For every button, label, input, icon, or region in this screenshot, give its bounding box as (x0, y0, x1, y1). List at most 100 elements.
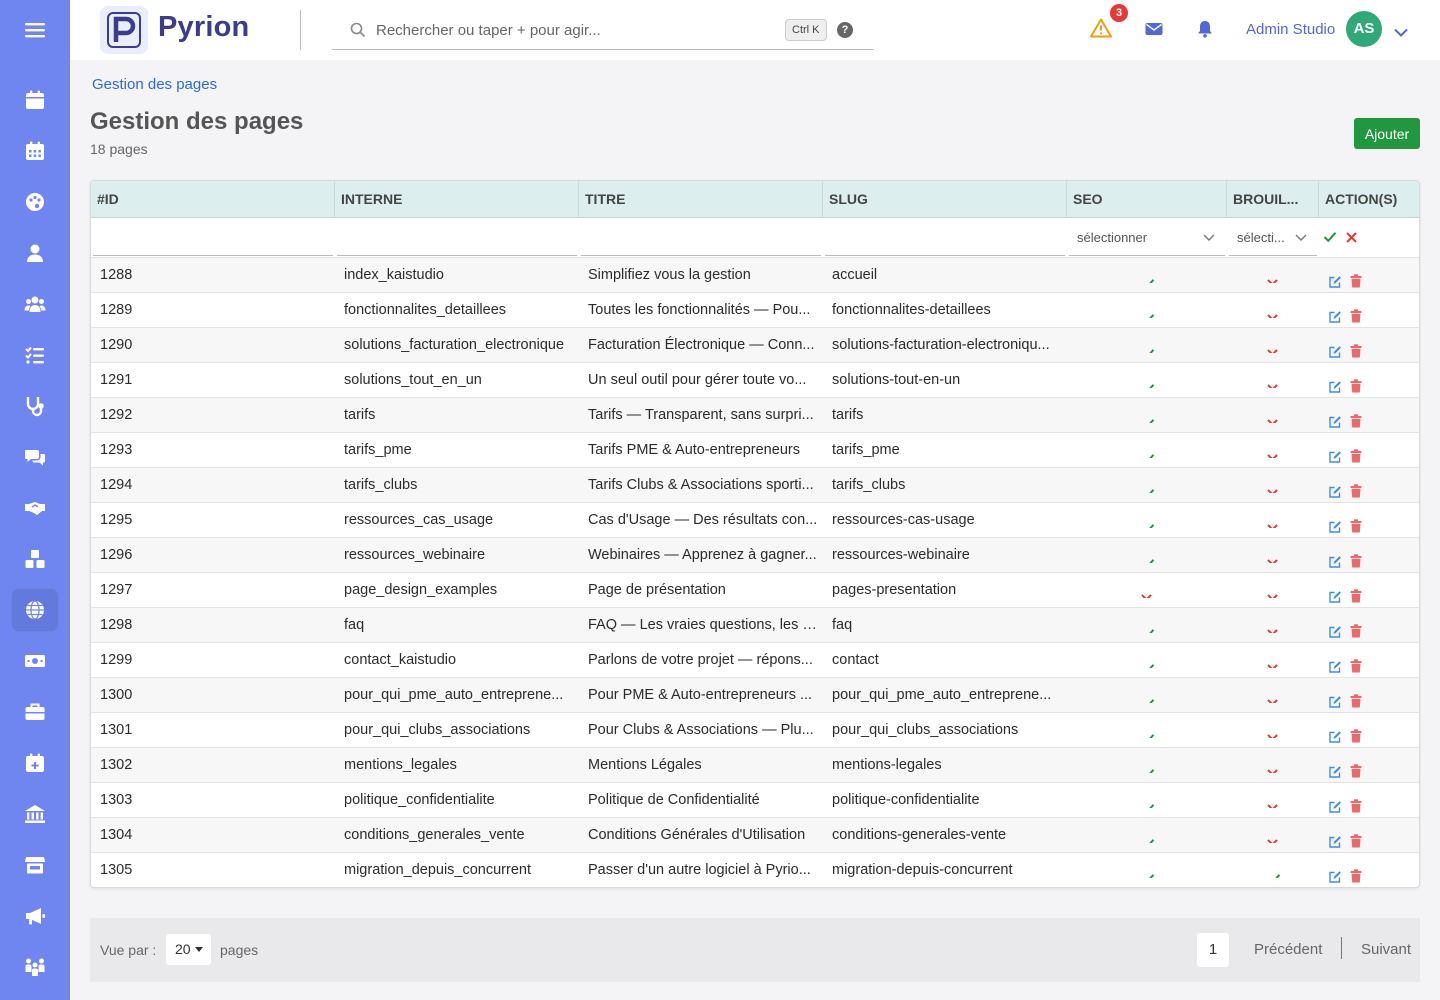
breadcrumb[interactable]: Gestion des pages (92, 76, 218, 93)
delete-icon[interactable] (1350, 547, 1362, 582)
edit-icon[interactable] (1328, 338, 1342, 373)
delete-icon[interactable] (1350, 582, 1362, 617)
sidebar-calendar-grid[interactable] (11, 129, 59, 173)
sidebar-boxes[interactable] (11, 537, 59, 581)
sidebar-user[interactable] (11, 231, 59, 275)
sidebar-globe[interactable] (11, 588, 59, 632)
sidebar-task-list[interactable] (11, 333, 59, 377)
edit-icon[interactable] (1328, 583, 1342, 618)
table-row[interactable]: 1299 contact_kaistudio Parlons de votre pr… (91, 643, 1419, 678)
table-row[interactable]: 1296 ressources_webinaire Webinaires — App… (91, 538, 1419, 573)
table-row[interactable]: 1301 pour_qui_clubs_associations Pour Club… (91, 713, 1419, 748)
column-header-slug[interactable]: SLUG (823, 181, 1067, 218)
delete-icon[interactable] (1350, 687, 1362, 722)
sidebar-comments[interactable] (11, 435, 59, 479)
delete-icon[interactable] (1350, 337, 1362, 372)
edit-icon[interactable] (1328, 408, 1342, 443)
edit-icon[interactable] (1328, 373, 1342, 408)
sidebar-store[interactable] (11, 843, 59, 887)
edit-icon[interactable] (1328, 303, 1342, 338)
edit-icon[interactable] (1328, 863, 1342, 887)
search-input[interactable] (376, 18, 766, 42)
edit-icon[interactable] (1328, 548, 1342, 583)
column-header-seo[interactable]: SEO (1067, 181, 1227, 218)
sidebar-handshake[interactable] (11, 486, 59, 530)
delete-icon[interactable] (1350, 442, 1362, 477)
table-row[interactable]: 1300 pour_qui_pme_auto_entreprene... Pour … (91, 678, 1419, 713)
table-row[interactable]: 1289 fonctionnalites_detaillees Toutes les… (91, 293, 1419, 328)
delete-icon[interactable] (1350, 722, 1362, 757)
previous-page-button[interactable]: Précédent (1254, 941, 1323, 958)
filter-interne-input[interactable] (337, 220, 577, 256)
sidebar-people-group[interactable] (11, 945, 59, 989)
table-row[interactable]: 1294 tarifs_clubs Tarifs Clubs & Associati… (91, 468, 1419, 503)
filter-slug-input[interactable] (825, 220, 1065, 256)
sidebar-stethoscope[interactable] (11, 384, 59, 428)
sidebar-calendar-plus[interactable] (11, 741, 59, 785)
table-row[interactable]: 1293 tarifs_pme Tarifs PME & Auto-entrepre… (91, 433, 1419, 468)
mail-icon[interactable] (1145, 21, 1163, 40)
edit-icon[interactable] (1328, 268, 1342, 303)
filter-titre-input[interactable] (581, 220, 821, 256)
logo-icon[interactable] (100, 6, 148, 54)
table-row[interactable]: 1295 ressources_cas_usage Cas d'Usage — De… (91, 503, 1419, 538)
sidebar-briefcase[interactable] (11, 690, 59, 734)
filter-seo-select[interactable]: sélectionner (1069, 220, 1225, 256)
column-header-titre[interactable]: TITRE (579, 181, 823, 218)
edit-icon[interactable] (1328, 443, 1342, 478)
bell-icon[interactable] (1197, 20, 1213, 41)
table-row[interactable]: 1292 tarifs Tarifs — Transparent, sans sur… (91, 398, 1419, 433)
user-name[interactable]: Admin Studio (1246, 21, 1336, 38)
column-header-id[interactable]: #ID (91, 181, 335, 218)
delete-icon[interactable] (1350, 757, 1362, 792)
table-row[interactable]: 1290 solutions_facturation_electronique Fa… (91, 328, 1419, 363)
delete-icon[interactable] (1350, 617, 1362, 652)
edit-icon[interactable] (1328, 723, 1342, 758)
edit-icon[interactable] (1328, 688, 1342, 723)
edit-icon[interactable] (1328, 653, 1342, 688)
edit-icon[interactable] (1328, 478, 1342, 513)
delete-icon[interactable] (1350, 652, 1362, 687)
table-row[interactable]: 1303 politique_confidentialite Politique d… (91, 783, 1419, 818)
table-row[interactable]: 1297 page_design_examples Page de présenta… (91, 573, 1419, 608)
table-row[interactable]: 1288 index_kaistudio Simplifiez vous la ge… (91, 258, 1419, 293)
delete-icon[interactable] (1350, 372, 1362, 407)
help-icon[interactable]: ? (837, 22, 853, 38)
delete-icon[interactable] (1350, 302, 1362, 337)
column-header-interne[interactable]: INTERNE (335, 181, 579, 218)
table-row[interactable]: 1304 conditions_generales_vente Conditions… (91, 818, 1419, 853)
column-header-brouillon[interactable]: BROUIL... (1227, 181, 1319, 218)
sidebar-megaphone[interactable] (11, 894, 59, 938)
avatar[interactable]: AS (1346, 11, 1382, 47)
next-page-button[interactable]: Suivant (1361, 941, 1412, 958)
chevron-down-icon[interactable] (1394, 24, 1408, 40)
sidebar-palette[interactable] (11, 180, 59, 224)
apply-filter-icon[interactable] (1323, 231, 1337, 243)
clear-filter-icon[interactable] (1346, 232, 1357, 243)
delete-icon[interactable] (1350, 512, 1362, 547)
filter-brouillon-select[interactable]: sélecti... (1229, 220, 1317, 256)
delete-icon[interactable] (1350, 267, 1362, 302)
delete-icon[interactable] (1350, 792, 1362, 827)
edit-icon[interactable] (1328, 793, 1342, 828)
delete-icon[interactable] (1350, 477, 1362, 512)
menu-toggle-icon[interactable] (21, 18, 49, 42)
delete-icon[interactable] (1350, 827, 1362, 862)
per-page-select[interactable]: 20 (166, 934, 211, 965)
edit-icon[interactable] (1328, 828, 1342, 863)
sidebar-money[interactable] (11, 639, 59, 683)
table-row[interactable]: 1291 solutions_tout_en_un Un seul outil po… (91, 363, 1419, 398)
sidebar-bank[interactable] (11, 792, 59, 836)
filter-id-input[interactable] (93, 220, 333, 256)
edit-icon[interactable] (1328, 618, 1342, 653)
page-number-button[interactable]: 1 (1197, 933, 1229, 967)
edit-icon[interactable] (1328, 513, 1342, 548)
table-row[interactable]: 1305 migration_depuis_concurrent Passer d'… (91, 853, 1419, 887)
delete-icon[interactable] (1350, 407, 1362, 442)
delete-icon[interactable] (1350, 862, 1362, 887)
add-button[interactable]: Ajouter (1354, 118, 1420, 149)
edit-icon[interactable] (1328, 758, 1342, 793)
table-row[interactable]: 1302 mentions_legales Mentions Légales ment… (91, 748, 1419, 783)
sidebar-calendar[interactable] (11, 78, 59, 122)
warning-icon[interactable] (1090, 18, 1112, 41)
